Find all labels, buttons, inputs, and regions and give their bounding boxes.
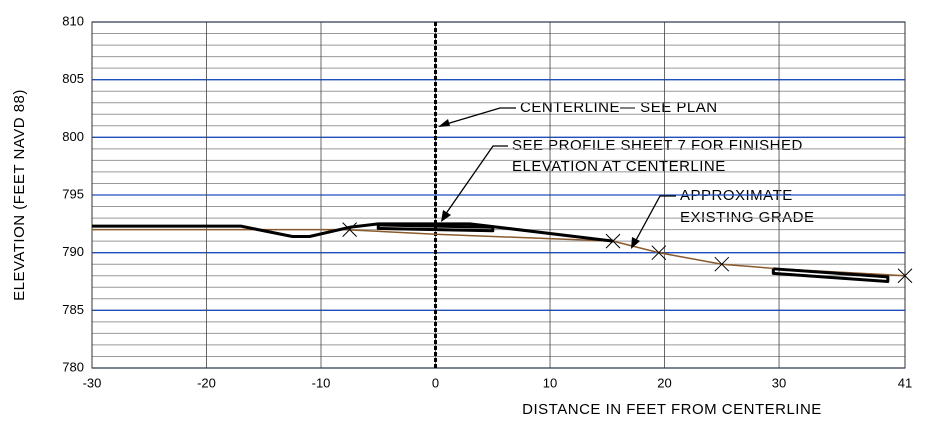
x-tick-label: 0 — [432, 375, 439, 390]
y-tick-label: 780 — [62, 359, 84, 374]
y-tick-label: 810 — [62, 13, 84, 28]
point-marker — [342, 222, 357, 237]
x-tick-label: 30 — [772, 375, 786, 390]
point-marker — [897, 268, 913, 284]
arrow-head — [631, 237, 640, 249]
point-marker — [714, 256, 730, 272]
leader — [634, 195, 676, 243]
arrow-head — [441, 210, 451, 222]
leader-lines — [438, 107, 676, 249]
point-marker — [651, 245, 667, 261]
leader — [444, 145, 508, 216]
y-tick-label: 790 — [62, 244, 84, 259]
series-line — [92, 222, 614, 243]
y-tick-label: 805 — [62, 71, 84, 86]
y-tick-label: 785 — [62, 302, 84, 317]
series-line — [376, 223, 495, 233]
plot-frame — [91, 21, 906, 369]
x-tick-label: -10 — [312, 375, 331, 390]
x-tick-label: 10 — [543, 375, 557, 390]
series-line — [92, 228, 906, 277]
x-tick-label: -30 — [83, 375, 102, 390]
point-marker — [605, 233, 621, 249]
series-line — [771, 267, 890, 283]
annotation: EXISTING GRADE — [680, 209, 815, 226]
y-tick-label: 800 — [62, 129, 84, 144]
y-axis-label: ELEVATION (FEET NAVD 88) — [11, 89, 28, 301]
x-tick-label: -20 — [197, 375, 216, 390]
annotation: SEE PROFILE SHEET 7 FOR FINISHED — [512, 137, 803, 154]
annotation: ELEVATION AT CENTERLINE — [512, 158, 726, 175]
x-tick-label: 20 — [657, 375, 671, 390]
arrow-head — [438, 119, 450, 127]
x-axis-label: DISTANCE IN FEET FROM CENTERLINE — [522, 401, 822, 418]
x-tick-label: 41 — [898, 375, 912, 390]
leader — [442, 107, 516, 126]
y-tick-label: 795 — [62, 186, 84, 201]
